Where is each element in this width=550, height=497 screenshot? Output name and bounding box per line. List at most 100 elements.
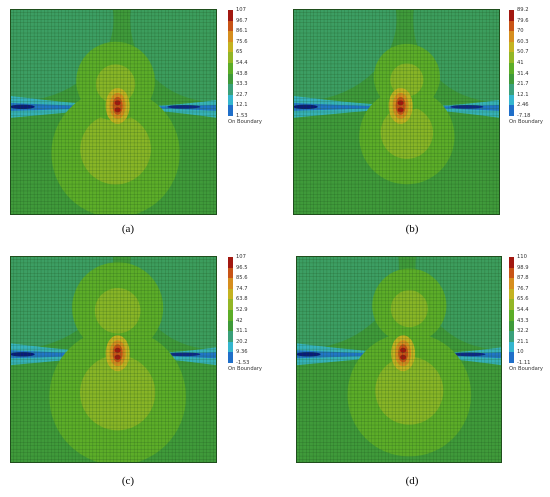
legend-swatch <box>509 299 514 311</box>
legend-swatch <box>509 267 514 279</box>
legend-tick-label: 85.6 <box>236 275 248 282</box>
caption-a: (a) <box>121 223 135 235</box>
mesh-grid <box>10 9 217 215</box>
legend-swatch <box>509 52 514 64</box>
legend-tick-label: 33.3 <box>236 81 248 88</box>
hotspot-peak <box>400 354 407 360</box>
legend-swatch <box>509 31 514 43</box>
contour-lobe-upper-inner <box>94 287 141 334</box>
plot-border <box>10 256 217 463</box>
plot-border <box>10 9 217 215</box>
hotspot-peak <box>114 354 121 360</box>
legend-swatch <box>509 10 514 21</box>
legend-tick-label: 43.3 <box>517 317 529 324</box>
contour-minimum <box>296 352 321 357</box>
legend-tick-label: 50.7 <box>517 49 529 56</box>
legend-swatch <box>228 20 233 32</box>
legend-tick-label: 65 <box>236 49 243 56</box>
legend-tick-label: -1.11 <box>517 360 531 366</box>
legend-tick-label: 60.3 <box>517 38 529 45</box>
contour-lobe-lower-inner <box>80 355 156 431</box>
legend-tick-label: 9.36 <box>236 349 248 356</box>
legend-swatch <box>509 84 514 96</box>
legend-swatch <box>228 288 233 300</box>
legend-tick-label: 1.53 <box>236 113 248 119</box>
legend-tick-label: 96.7 <box>236 17 248 24</box>
legend-swatch <box>509 105 514 117</box>
legend-swatch <box>228 52 233 64</box>
legend-swatch <box>228 41 233 53</box>
legend-tick-label: 54.4 <box>236 60 248 66</box>
legend-swatch <box>228 299 233 311</box>
legend-swatch <box>509 352 514 364</box>
legend-swatch <box>228 63 233 74</box>
legend-swatch <box>509 320 514 332</box>
legend-swatch <box>228 10 233 21</box>
legend-tick-label: 31.1 <box>236 328 248 335</box>
legend-swatch <box>228 94 233 106</box>
legend-tick-label: 75.6 <box>236 38 248 45</box>
plot-border <box>293 9 500 215</box>
legend-tick-label: 107 <box>236 7 246 13</box>
legend-swatch <box>228 341 233 353</box>
legend-swatch <box>509 288 514 300</box>
contour-plot-c <box>10 256 217 463</box>
legend-swatch <box>228 310 233 321</box>
contour-lobe <box>130 9 217 102</box>
legend-swatch <box>509 310 514 321</box>
contour-lobe <box>415 256 502 350</box>
legend-swatch <box>509 73 514 85</box>
legend-tick-label: 42 <box>236 317 243 324</box>
hotspot-peak <box>114 100 121 106</box>
mesh-grid <box>293 9 500 215</box>
legend-tick-label: 54.4 <box>517 307 529 313</box>
legend-swatch <box>228 31 233 43</box>
legend-tick-label: 2.46 <box>517 102 529 109</box>
contour-minimum <box>10 352 35 357</box>
legend-tick-label: 79.6 <box>517 17 529 24</box>
legend-tick-label: 70 <box>517 28 524 35</box>
legend-tick-label: 43.8 <box>236 70 248 77</box>
contour-lobe <box>413 9 500 102</box>
legend-tick-label: 22.7 <box>236 91 248 98</box>
legend-tick-label: 21.7 <box>517 81 529 88</box>
legend-swatch <box>228 320 233 332</box>
legend-tick-label: 96.5 <box>236 264 248 271</box>
legend-tick-label: 41 <box>517 60 524 66</box>
legend-tick-label: 76.7 <box>517 285 529 292</box>
legend-swatch <box>509 331 514 343</box>
legend-swatch <box>228 257 233 268</box>
caption-d: (d) <box>405 475 419 487</box>
legend-swatch <box>228 73 233 85</box>
legend-tick-label: 65.6 <box>517 296 529 303</box>
legend-boundary-label: On Boundary <box>509 119 544 125</box>
legend-tick-label: 86.1 <box>236 28 248 35</box>
legend-boundary-label: On Boundary <box>228 366 263 372</box>
contour-minimum <box>10 104 35 110</box>
legend-tick-label: 12.1 <box>236 102 248 109</box>
caption-c: (c) <box>121 475 135 487</box>
legend-tick-label: 98.9 <box>517 264 529 271</box>
legend-tick-label: 107 <box>236 254 246 260</box>
legend-swatch <box>228 267 233 279</box>
hotspot-peak <box>400 347 407 353</box>
legend-swatch <box>509 41 514 53</box>
contour-plot-b <box>293 9 500 215</box>
legend-swatch <box>509 278 514 290</box>
legend-boundary-label: On Boundary <box>509 366 544 372</box>
legend-tick-label: 110 <box>517 254 527 260</box>
legend-tick-label: -7.18 <box>517 113 531 119</box>
legend-tick-label: 10 <box>517 349 524 356</box>
mesh-grid <box>10 256 217 463</box>
legend-tick-label: 52.9 <box>236 307 248 313</box>
legend-swatch <box>228 352 233 364</box>
legend-swatch <box>509 341 514 353</box>
legend-tick-label: 63.8 <box>236 296 248 303</box>
legend-tick-label: 21.1 <box>517 338 529 345</box>
plot-border <box>296 256 502 463</box>
legend-tick-label: 31.4 <box>517 70 529 77</box>
caption-b: (b) <box>405 223 419 235</box>
legend-swatch <box>228 105 233 117</box>
legend-tick-label: 89.2 <box>517 7 529 13</box>
legend-tick-label: -1.53 <box>236 360 250 366</box>
